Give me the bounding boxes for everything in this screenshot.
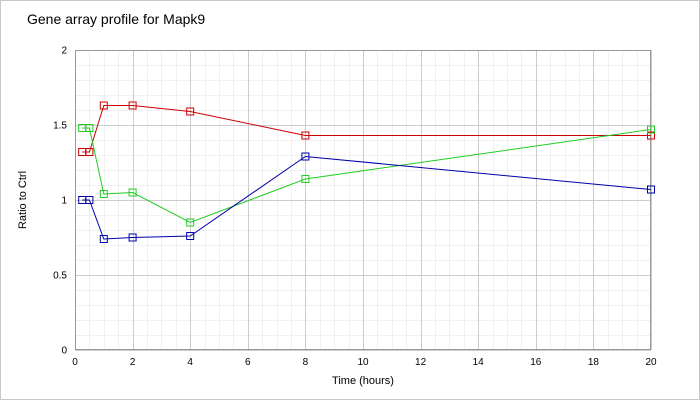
data-point-marker [647,131,655,140]
y-tick-label: 0 [61,346,67,357]
series-2 [78,124,655,227]
data-point-marker [85,196,94,204]
x-axis-ticks: 0 2 4 6 8 10 12 14 16 18 20 [72,357,657,368]
plot-border [75,50,651,350]
x-tick-label: 20 [645,357,657,368]
x-tick-label: 16 [530,357,542,368]
y-tick-label: 1.5 [53,121,67,132]
series-3 [78,152,655,243]
data-point-marker [85,148,94,156]
data-point-marker [128,188,137,197]
series-line [82,105,651,153]
y-tick-label: 2 [61,46,67,57]
data-point-marker [186,218,195,227]
x-tick-label: 2 [130,357,136,368]
y-tick-label: 0.5 [53,271,67,282]
x-tick-label: 0 [72,357,78,368]
data-point-marker [301,152,310,161]
series-1 [78,101,655,156]
data-point-marker [301,175,310,183]
x-tick-label: 6 [245,357,251,368]
data-point-marker [85,124,94,132]
data-point-marker [99,190,108,198]
x-axis-label: Time (hours) [332,375,394,387]
x-tick-label: 12 [415,357,427,368]
series-line [82,155,652,240]
series-line [82,127,652,224]
x-tick-label: 14 [473,357,485,368]
data-point-marker [647,185,655,194]
y-axis-label: Ratio to Ctrl [17,171,29,229]
x-tick-label: 8 [303,357,309,368]
data-point-marker [186,232,195,240]
data-point-marker [99,235,108,243]
data-point-marker [128,233,137,242]
x-tick-label: 10 [357,357,369,368]
x-tick-label: 4 [187,357,193,368]
chart-title: Gene array profile for Mapk9 [27,11,206,27]
x-tick-label: 18 [588,357,600,368]
data-point-marker [186,107,195,116]
data-point-marker [647,125,655,134]
data-point-marker [301,131,310,140]
data-point-marker [99,101,108,110]
series-layer [78,101,655,243]
y-axis-ticks: 0 0.5 1 1.5 2 [53,46,67,357]
y-tick-label: 1 [61,196,67,207]
data-point-marker [128,101,137,110]
